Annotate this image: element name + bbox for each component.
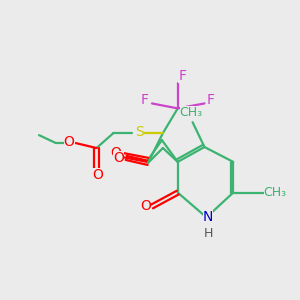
Text: F: F: [141, 93, 148, 107]
Text: F: F: [178, 69, 186, 83]
Text: H: H: [203, 227, 213, 240]
Text: O: O: [113, 151, 124, 165]
Text: S: S: [135, 125, 144, 139]
Text: O: O: [140, 200, 151, 214]
Text: CH₃: CH₃: [180, 106, 203, 119]
Text: O: O: [110, 146, 121, 161]
Text: N: N: [203, 210, 213, 224]
Text: F: F: [207, 93, 215, 107]
Text: O: O: [64, 135, 75, 148]
Text: CH₃: CH₃: [264, 186, 287, 199]
Text: O: O: [92, 168, 104, 182]
